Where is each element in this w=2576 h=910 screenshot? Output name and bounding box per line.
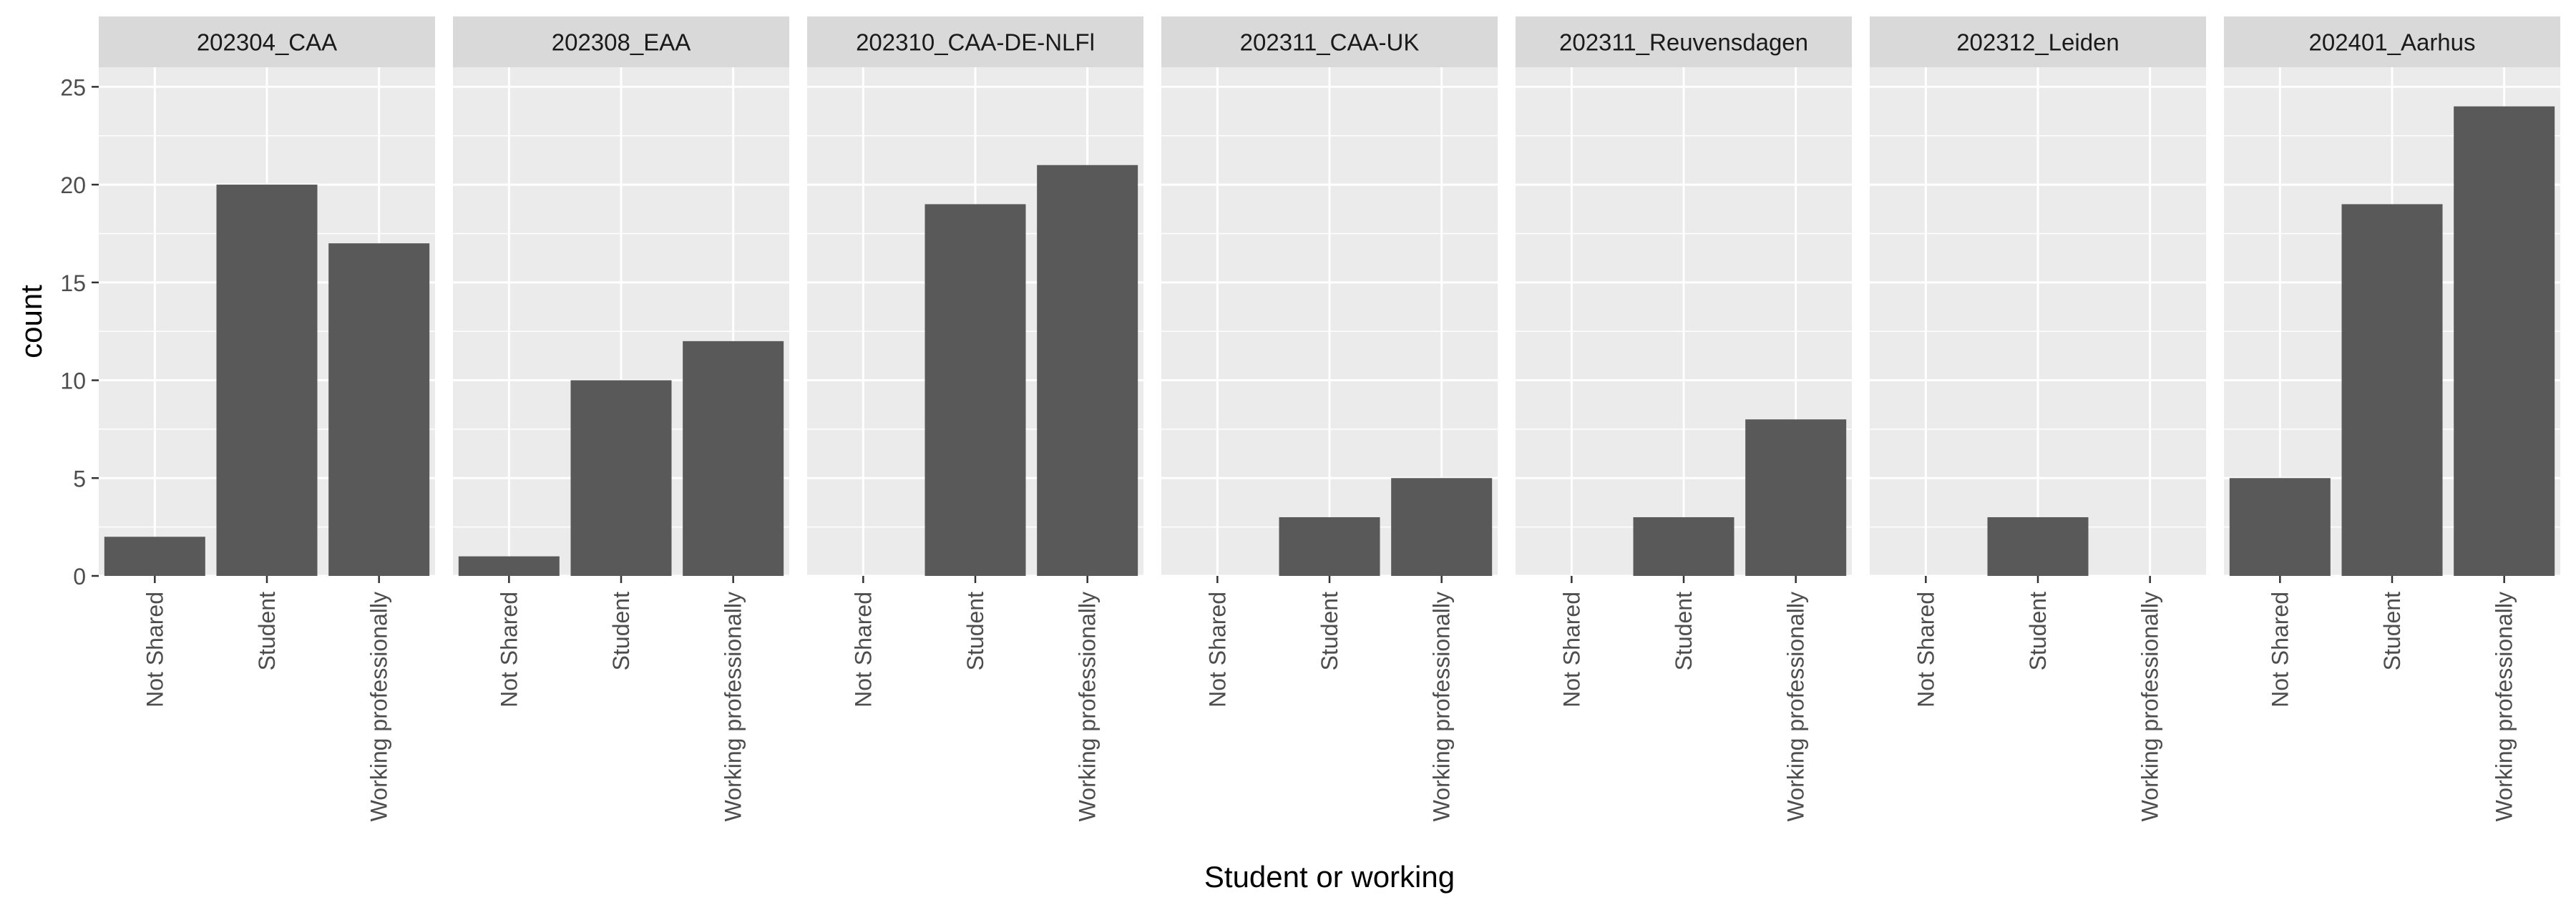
bar: [216, 185, 318, 577]
bar: [328, 243, 430, 576]
x-tick-label: Working professionally: [2137, 592, 2163, 821]
x-tick-label: Working professionally: [1783, 592, 1809, 821]
x-tick-label: Not Shared: [496, 592, 522, 708]
bar: [570, 380, 672, 576]
y-tick-label: 15: [60, 270, 86, 296]
bar: [1633, 517, 1735, 576]
x-tick-label: Not Shared: [850, 592, 876, 708]
bar: [1391, 478, 1493, 576]
facet-strip: [99, 16, 435, 67]
y-tick-label: 5: [73, 466, 86, 491]
facet-strip: [1516, 16, 1852, 67]
x-tick-label: Not Shared: [1204, 592, 1230, 708]
facet-title: 202312_Leiden: [1956, 29, 2119, 56]
bar: [2341, 204, 2443, 576]
x-tick-label: Student: [962, 592, 988, 670]
x-tick-label: Not Shared: [1558, 592, 1584, 708]
x-tick-label: Working professionally: [721, 592, 746, 821]
x-tick-label: Student: [254, 592, 280, 670]
facet-title: 202311_CAA-UK: [1240, 29, 1420, 56]
x-tick-label: Student: [2379, 592, 2405, 670]
x-tick-label: Student: [1671, 592, 1697, 670]
facet-title: 202308_EAA: [552, 29, 691, 56]
y-tick-label: 10: [60, 368, 86, 394]
facet-strip: [807, 16, 1143, 67]
x-tick-label: Not Shared: [1913, 592, 1938, 708]
x-axis-title: Student or working: [1204, 860, 1455, 894]
facet-title: 202310_CAA-DE-NLFl: [856, 29, 1095, 56]
y-tick-label: 0: [73, 564, 86, 589]
bar: [1987, 517, 2089, 576]
x-tick-label: Not Shared: [2267, 592, 2293, 708]
bar: [2454, 106, 2555, 576]
y-tick-label: 20: [60, 172, 86, 198]
facet-title: 202304_CAA: [197, 29, 337, 56]
facet-title: 202401_Aarhus: [2308, 29, 2475, 56]
bar: [104, 537, 205, 576]
bar: [1037, 165, 1138, 576]
facet-strip: [1161, 16, 1498, 67]
bar: [924, 204, 1026, 576]
x-tick-label: Working professionally: [1075, 592, 1101, 821]
facet-title: 202311_Reuvensdagen: [1559, 29, 1808, 56]
x-tick-label: Not Shared: [142, 592, 167, 708]
bar: [1279, 517, 1380, 576]
x-tick-label: Working professionally: [2492, 592, 2517, 821]
bar: [683, 341, 784, 576]
x-tick-label: Working professionally: [1429, 592, 1455, 821]
x-tick-label: Student: [2025, 592, 2051, 670]
x-tick-label: Working professionally: [366, 592, 392, 821]
facet-strip: [453, 16, 789, 67]
x-tick-label: Student: [1317, 592, 1342, 670]
bar: [458, 556, 560, 576]
facet-strip: [1870, 16, 2206, 67]
facet-strip: [2224, 16, 2560, 67]
y-tick-label: 25: [60, 74, 86, 100]
bar: [2229, 478, 2331, 576]
bar: [1745, 419, 1847, 576]
x-tick-label: Student: [608, 592, 634, 670]
y-axis-title: count: [14, 285, 48, 358]
